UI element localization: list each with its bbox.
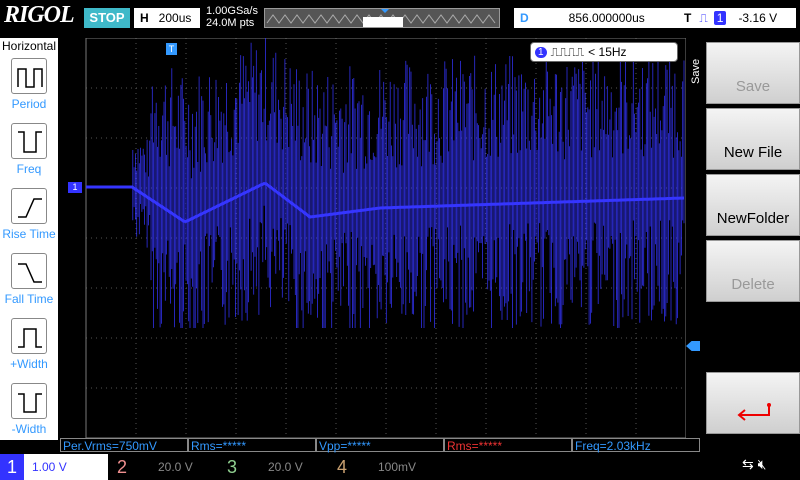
channel-scale: 20.0 V	[268, 460, 303, 474]
return-icon	[737, 403, 771, 421]
acquisition: 1.00GSa/s 24.0M pts	[206, 5, 258, 29]
brand: RIGOL	[4, 2, 75, 28]
memory-bar	[264, 8, 500, 28]
menu-item[interactable]: +Width	[0, 318, 58, 371]
delay-value: 856.000000us	[568, 11, 645, 25]
memory-depth: 24.0M pts	[206, 17, 255, 29]
channel[interactable]: 3 20.0 V	[220, 454, 328, 480]
channel-scale: 20.0 V	[158, 460, 193, 474]
measurement: Rms=*****	[444, 438, 572, 453]
delay[interactable]: D 856.000000us	[514, 8, 696, 28]
icon-art	[18, 198, 42, 218]
icon-art	[18, 131, 42, 153]
menu-label: Fall Time	[4, 292, 54, 306]
memory-bar-art	[266, 9, 496, 27]
trigger[interactable]: T ⎍ 1 -3.16 V	[678, 8, 796, 28]
measurement: Vpp=*****	[316, 438, 444, 453]
menu-item[interactable]: Freq	[0, 123, 58, 176]
channel-number: 3	[226, 457, 237, 477]
menu-icon	[11, 253, 47, 289]
status-icons: ⇆ 🔇︎	[742, 456, 767, 472]
right-menu-title: Save	[690, 58, 702, 84]
menu-label: +Width	[10, 357, 48, 371]
menu-button[interactable]: Delete	[706, 240, 800, 302]
icon-art	[18, 263, 42, 283]
menu-icon	[11, 123, 47, 159]
trigger-marker: T	[166, 43, 177, 55]
icon-path	[18, 393, 42, 413]
icon-art	[18, 393, 42, 413]
menu-item[interactable]: Fall Time	[0, 253, 58, 306]
menu-item[interactable]: Period	[0, 58, 58, 111]
left-menu	[0, 38, 58, 440]
channel[interactable]: 4 100mV	[330, 454, 438, 480]
menu-label: Rise Time	[2, 227, 56, 241]
trigger-source: 1	[713, 11, 727, 25]
menu-icon	[11, 188, 47, 224]
timebase-value: 200us	[158, 11, 192, 25]
waveform-spikes	[132, 38, 685, 328]
menu-label: -Width	[11, 422, 47, 436]
icon-art	[18, 328, 42, 348]
icon-path	[18, 198, 42, 218]
icon-art	[17, 68, 43, 88]
menu-item[interactable]: Rise Time	[0, 188, 58, 241]
return-button[interactable]	[706, 372, 800, 434]
timebase[interactable]: H 200us	[134, 8, 200, 28]
delay-label: D	[520, 11, 529, 25]
menu-button[interactable]: New File	[706, 108, 800, 170]
channel[interactable]: 1 1.00 V	[0, 454, 108, 480]
run-status[interactable]: STOP	[84, 8, 130, 28]
trigger-level: -3.16 V	[738, 11, 778, 25]
measurement: Per.Vrms=750mV	[60, 438, 188, 453]
channel-number: 1	[0, 454, 24, 480]
channel[interactable]: 2 20.0 V	[110, 454, 218, 480]
channel-marker: 1	[68, 182, 82, 193]
waveform-trace	[86, 181, 685, 224]
menu-button[interactable]: Save	[706, 42, 800, 104]
icon-path	[17, 68, 43, 88]
counter-source: 1	[535, 46, 547, 58]
channel-scale: 1.00 V	[32, 460, 67, 474]
left-menu-title: Horizontal	[1, 39, 57, 53]
menu-icon	[11, 318, 47, 354]
menu-item[interactable]: -Width	[0, 383, 58, 436]
sample-rate: 1.00GSa/s	[206, 5, 258, 17]
channel-scale: 100mV	[378, 460, 417, 474]
screen-border	[85, 38, 686, 438]
counter: 1 ⎍⎍⎍⎍ < 15Hz	[530, 42, 678, 62]
menu-label: Freq	[16, 162, 42, 176]
channel-number: 2	[116, 457, 127, 477]
icon-path	[18, 328, 42, 348]
menu-label: Period	[11, 97, 47, 111]
menu-button[interactable]: NewFolder	[706, 174, 800, 236]
icon-path	[18, 131, 42, 153]
channel-number: 4	[336, 457, 347, 477]
measurement: Rms=*****	[188, 438, 316, 453]
menu-icon	[11, 383, 47, 419]
menu-icon	[11, 58, 47, 94]
timebase-label: H	[140, 11, 149, 25]
counter-value: < 15Hz	[588, 45, 627, 59]
trigger-label: T	[684, 11, 692, 25]
measurement: Freq=2.03kHz	[572, 438, 700, 453]
icon-path	[18, 263, 42, 283]
waveform-area	[85, 38, 686, 438]
trigger-level-marker	[686, 341, 700, 351]
